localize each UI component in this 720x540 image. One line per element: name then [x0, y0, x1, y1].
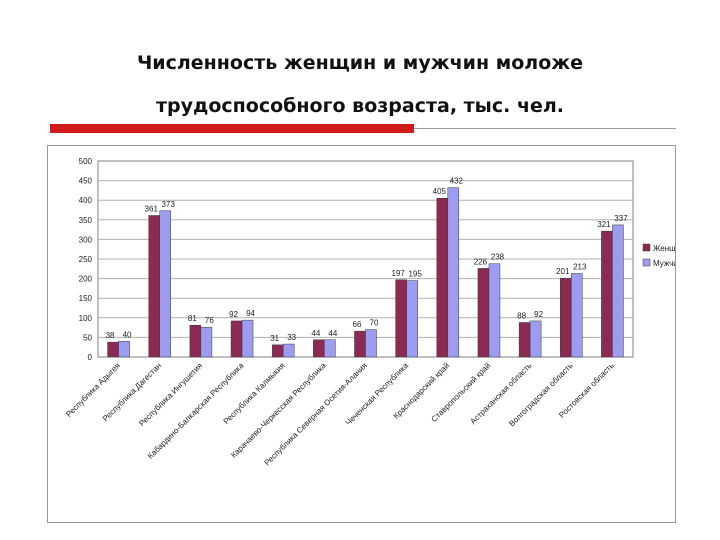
men-value-label: 70 — [370, 319, 379, 328]
women-value-label: 31 — [270, 334, 279, 343]
women-bar — [436, 197, 449, 358]
men-value-label: 213 — [573, 263, 587, 272]
women-bar — [148, 215, 160, 358]
women-bar — [230, 320, 243, 358]
men-bar — [447, 187, 460, 358]
women-bar — [313, 339, 325, 358]
women-bar — [601, 230, 613, 358]
men-bar — [118, 341, 130, 358]
women-value-label: 321 — [597, 220, 611, 229]
women-value-label: 88 — [517, 312, 526, 321]
men-bar — [324, 339, 336, 358]
y-tick-label: 300 — [79, 235, 93, 244]
y-tick-label: 400 — [79, 196, 93, 205]
accent-bar — [50, 124, 414, 133]
men-value-label: 337 — [614, 214, 628, 223]
y-tick-label: 250 — [79, 255, 93, 264]
men-value-label: 33 — [287, 333, 296, 342]
women-bar — [477, 268, 490, 358]
women-bar — [189, 324, 202, 358]
women-bar — [560, 277, 572, 358]
men-bar — [529, 320, 542, 358]
women-value-label: 361 — [145, 204, 159, 213]
y-tick-label: 150 — [79, 294, 93, 303]
men-bar — [571, 273, 583, 358]
men-bar — [282, 343, 295, 358]
men-value-label: 76 — [205, 316, 214, 325]
legend-swatch — [642, 258, 651, 267]
legend-label: Мужчины — [653, 259, 675, 268]
women-value-label: 197 — [391, 269, 405, 278]
women-bar — [518, 322, 531, 358]
y-tick-label: 200 — [79, 275, 93, 284]
women-value-label: 92 — [229, 310, 238, 319]
men-bar — [488, 263, 501, 358]
slide-title-line-1: Численность женщин и мужчин моложе — [136, 52, 584, 74]
legend-swatch — [642, 243, 651, 252]
women-bar — [395, 279, 407, 358]
women-bar — [271, 344, 284, 358]
y-tick-label: 500 — [79, 157, 93, 166]
men-value-label: 94 — [246, 309, 255, 318]
accent-rule — [414, 128, 676, 129]
y-tick-label: 50 — [83, 333, 92, 342]
men-value-label: 92 — [534, 310, 543, 319]
men-bar — [406, 280, 418, 358]
slide-title-line-2: трудоспособного возраста, тыс. чел. — [155, 95, 565, 117]
y-tick-label: 450 — [79, 177, 93, 186]
men-bar — [365, 329, 377, 358]
men-value-label: 373 — [162, 200, 176, 209]
men-value-label: 195 — [408, 270, 422, 279]
chart-container: 0 50 100 150 200 250 300 350 400 450 500 38 40 Респуб… — [47, 145, 691, 523]
women-value-label: 201 — [556, 267, 570, 276]
women-value-label: 44 — [311, 329, 320, 338]
women-bar — [107, 341, 119, 358]
women-value-label: 66 — [353, 320, 362, 329]
men-bar — [612, 224, 624, 358]
men-bar — [159, 210, 171, 358]
legend-label: Женщины — [653, 244, 675, 253]
men-value-label: 44 — [328, 329, 337, 338]
women-value-label: 38 — [106, 331, 115, 340]
women-value-label: 405 — [433, 187, 447, 196]
women-value-label: 226 — [474, 257, 488, 266]
y-tick-label: 350 — [79, 216, 93, 225]
y-tick-label: 0 — [88, 353, 93, 362]
men-value-label: 40 — [123, 330, 132, 339]
women-value-label: 81 — [188, 314, 197, 323]
y-tick-label: 100 — [79, 314, 93, 323]
men-bar — [200, 326, 213, 358]
men-value-label: 238 — [491, 253, 505, 262]
men-value-label: 432 — [450, 177, 464, 186]
women-bar — [354, 330, 366, 358]
men-bar — [241, 319, 254, 358]
